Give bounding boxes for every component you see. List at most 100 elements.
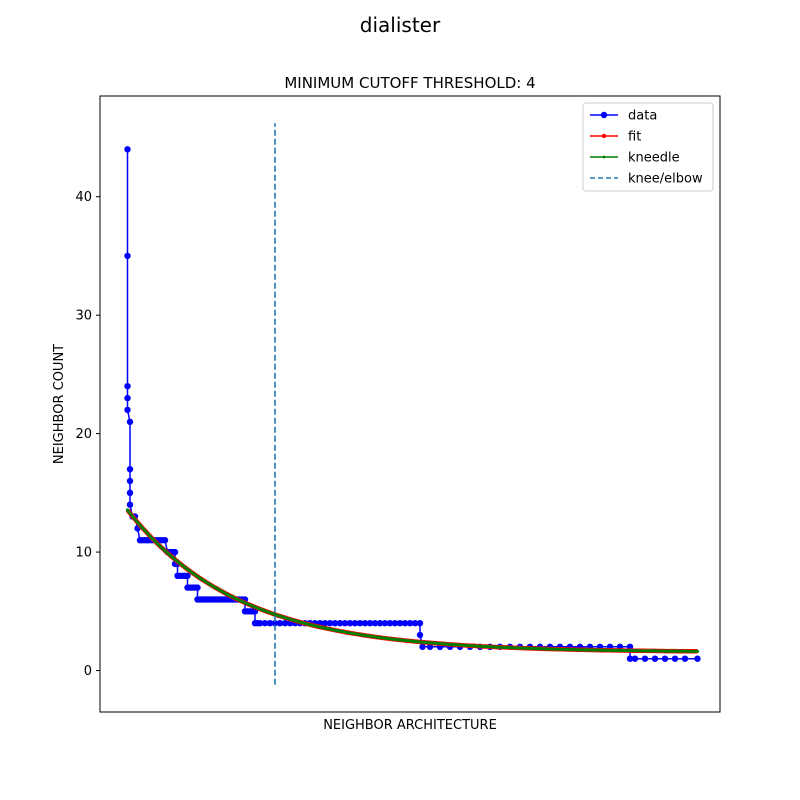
kneedle-point	[450, 642, 455, 647]
kneedle-point	[373, 635, 377, 639]
kneedle-point	[243, 601, 247, 605]
kneedle-point	[465, 643, 470, 648]
kneedle-point	[475, 644, 480, 648]
kneedle-point	[180, 563, 185, 568]
kneedle-point	[165, 551, 170, 555]
data-point	[416, 620, 424, 627]
kneedle-point	[250, 604, 255, 608]
kneedle-point	[663, 649, 667, 653]
kneedle-point	[615, 648, 620, 653]
kneedle-point	[455, 643, 460, 647]
kneedle-point	[170, 555, 175, 560]
legend-item: data	[590, 109, 657, 124]
kneedle-point	[328, 627, 332, 631]
kneedle-point	[435, 641, 440, 646]
data-point	[361, 620, 369, 627]
data-point	[126, 489, 134, 496]
kneedle-point	[303, 621, 307, 626]
kneedle-point	[355, 632, 360, 636]
data-point	[351, 620, 359, 627]
kneedle-point	[140, 526, 145, 530]
kneedle-point	[195, 574, 200, 579]
kneedle-point	[533, 646, 537, 651]
kneedle-point	[688, 649, 692, 653]
kneedle-point	[483, 644, 487, 649]
kneedle-point	[358, 633, 362, 637]
kneedle-point	[145, 531, 150, 536]
legend-marker	[602, 155, 606, 159]
kneedle-point	[155, 542, 160, 546]
kneedle-point	[678, 649, 682, 653]
kneedle-point	[163, 549, 167, 553]
kneedle-point	[125, 508, 130, 512]
kneedle-point	[685, 649, 690, 653]
kneedle-point	[160, 546, 165, 551]
kneedle-point	[565, 647, 570, 652]
kneedle-point	[190, 571, 195, 575]
kneedle-point	[215, 587, 220, 591]
kneedle-point	[443, 642, 447, 646]
kneedle-point	[513, 646, 517, 650]
kneedle-point	[670, 649, 675, 653]
kneedle-point	[590, 648, 595, 652]
kneedle-point	[400, 638, 405, 642]
data-point	[321, 620, 329, 627]
y-axis-label: NEIGHBOR COUNT	[52, 344, 67, 464]
legend-label: knee/elbow	[628, 172, 703, 187]
kneedle-point	[680, 649, 685, 653]
kneedle-point	[460, 643, 465, 647]
kneedle-point	[675, 649, 680, 653]
data-point	[171, 548, 179, 556]
data-point	[336, 620, 344, 627]
kneedle-point	[128, 511, 132, 515]
kneedle-point	[593, 648, 597, 652]
kneedle-point	[555, 647, 560, 651]
kneedle-point	[578, 648, 582, 652]
kneedle-point	[245, 602, 250, 606]
kneedle-point	[340, 630, 345, 634]
data-point	[396, 620, 404, 627]
kneedle-point	[463, 643, 467, 648]
kneedle-point	[588, 648, 592, 652]
data-point	[271, 620, 279, 627]
kneedle-point	[210, 584, 215, 588]
kneedle-point	[598, 648, 602, 652]
kneedle-point	[540, 647, 545, 651]
kneedle-point	[343, 630, 347, 634]
kneedle-point	[278, 614, 282, 618]
data-point	[671, 655, 679, 662]
kneedle-point	[580, 648, 585, 652]
data-point	[406, 620, 414, 627]
kneedle-point	[380, 636, 385, 640]
kneedle-point	[495, 645, 500, 649]
kneedle-point	[368, 634, 372, 638]
kneedle-point	[458, 643, 462, 647]
kneedle-point	[563, 647, 567, 652]
kneedle-point	[418, 640, 422, 644]
kneedle-point	[218, 588, 222, 592]
kneedle-point	[560, 647, 565, 651]
kneedle-point	[308, 623, 312, 627]
kneedle-point	[643, 649, 647, 653]
kneedle-point	[263, 609, 267, 613]
kneedle-point	[305, 622, 310, 626]
kneedle-point	[625, 649, 630, 653]
kneedle-point	[623, 649, 627, 653]
data-point	[124, 394, 131, 402]
kneedle-point	[320, 626, 325, 630]
kneedle-point	[365, 634, 370, 638]
kneedle-point	[510, 646, 515, 650]
y-tick-label: 10	[75, 546, 92, 561]
kneedle-point	[238, 598, 242, 603]
kneedle-point	[283, 616, 287, 620]
data-point	[386, 620, 394, 627]
kneedle-point	[660, 649, 665, 653]
data-point	[161, 537, 169, 544]
kneedle-point	[275, 613, 280, 617]
kneedle-point	[385, 636, 390, 641]
data-point	[426, 643, 434, 650]
kneedle-point	[448, 642, 452, 647]
kneedle-point	[203, 579, 207, 584]
data-point	[419, 643, 426, 650]
